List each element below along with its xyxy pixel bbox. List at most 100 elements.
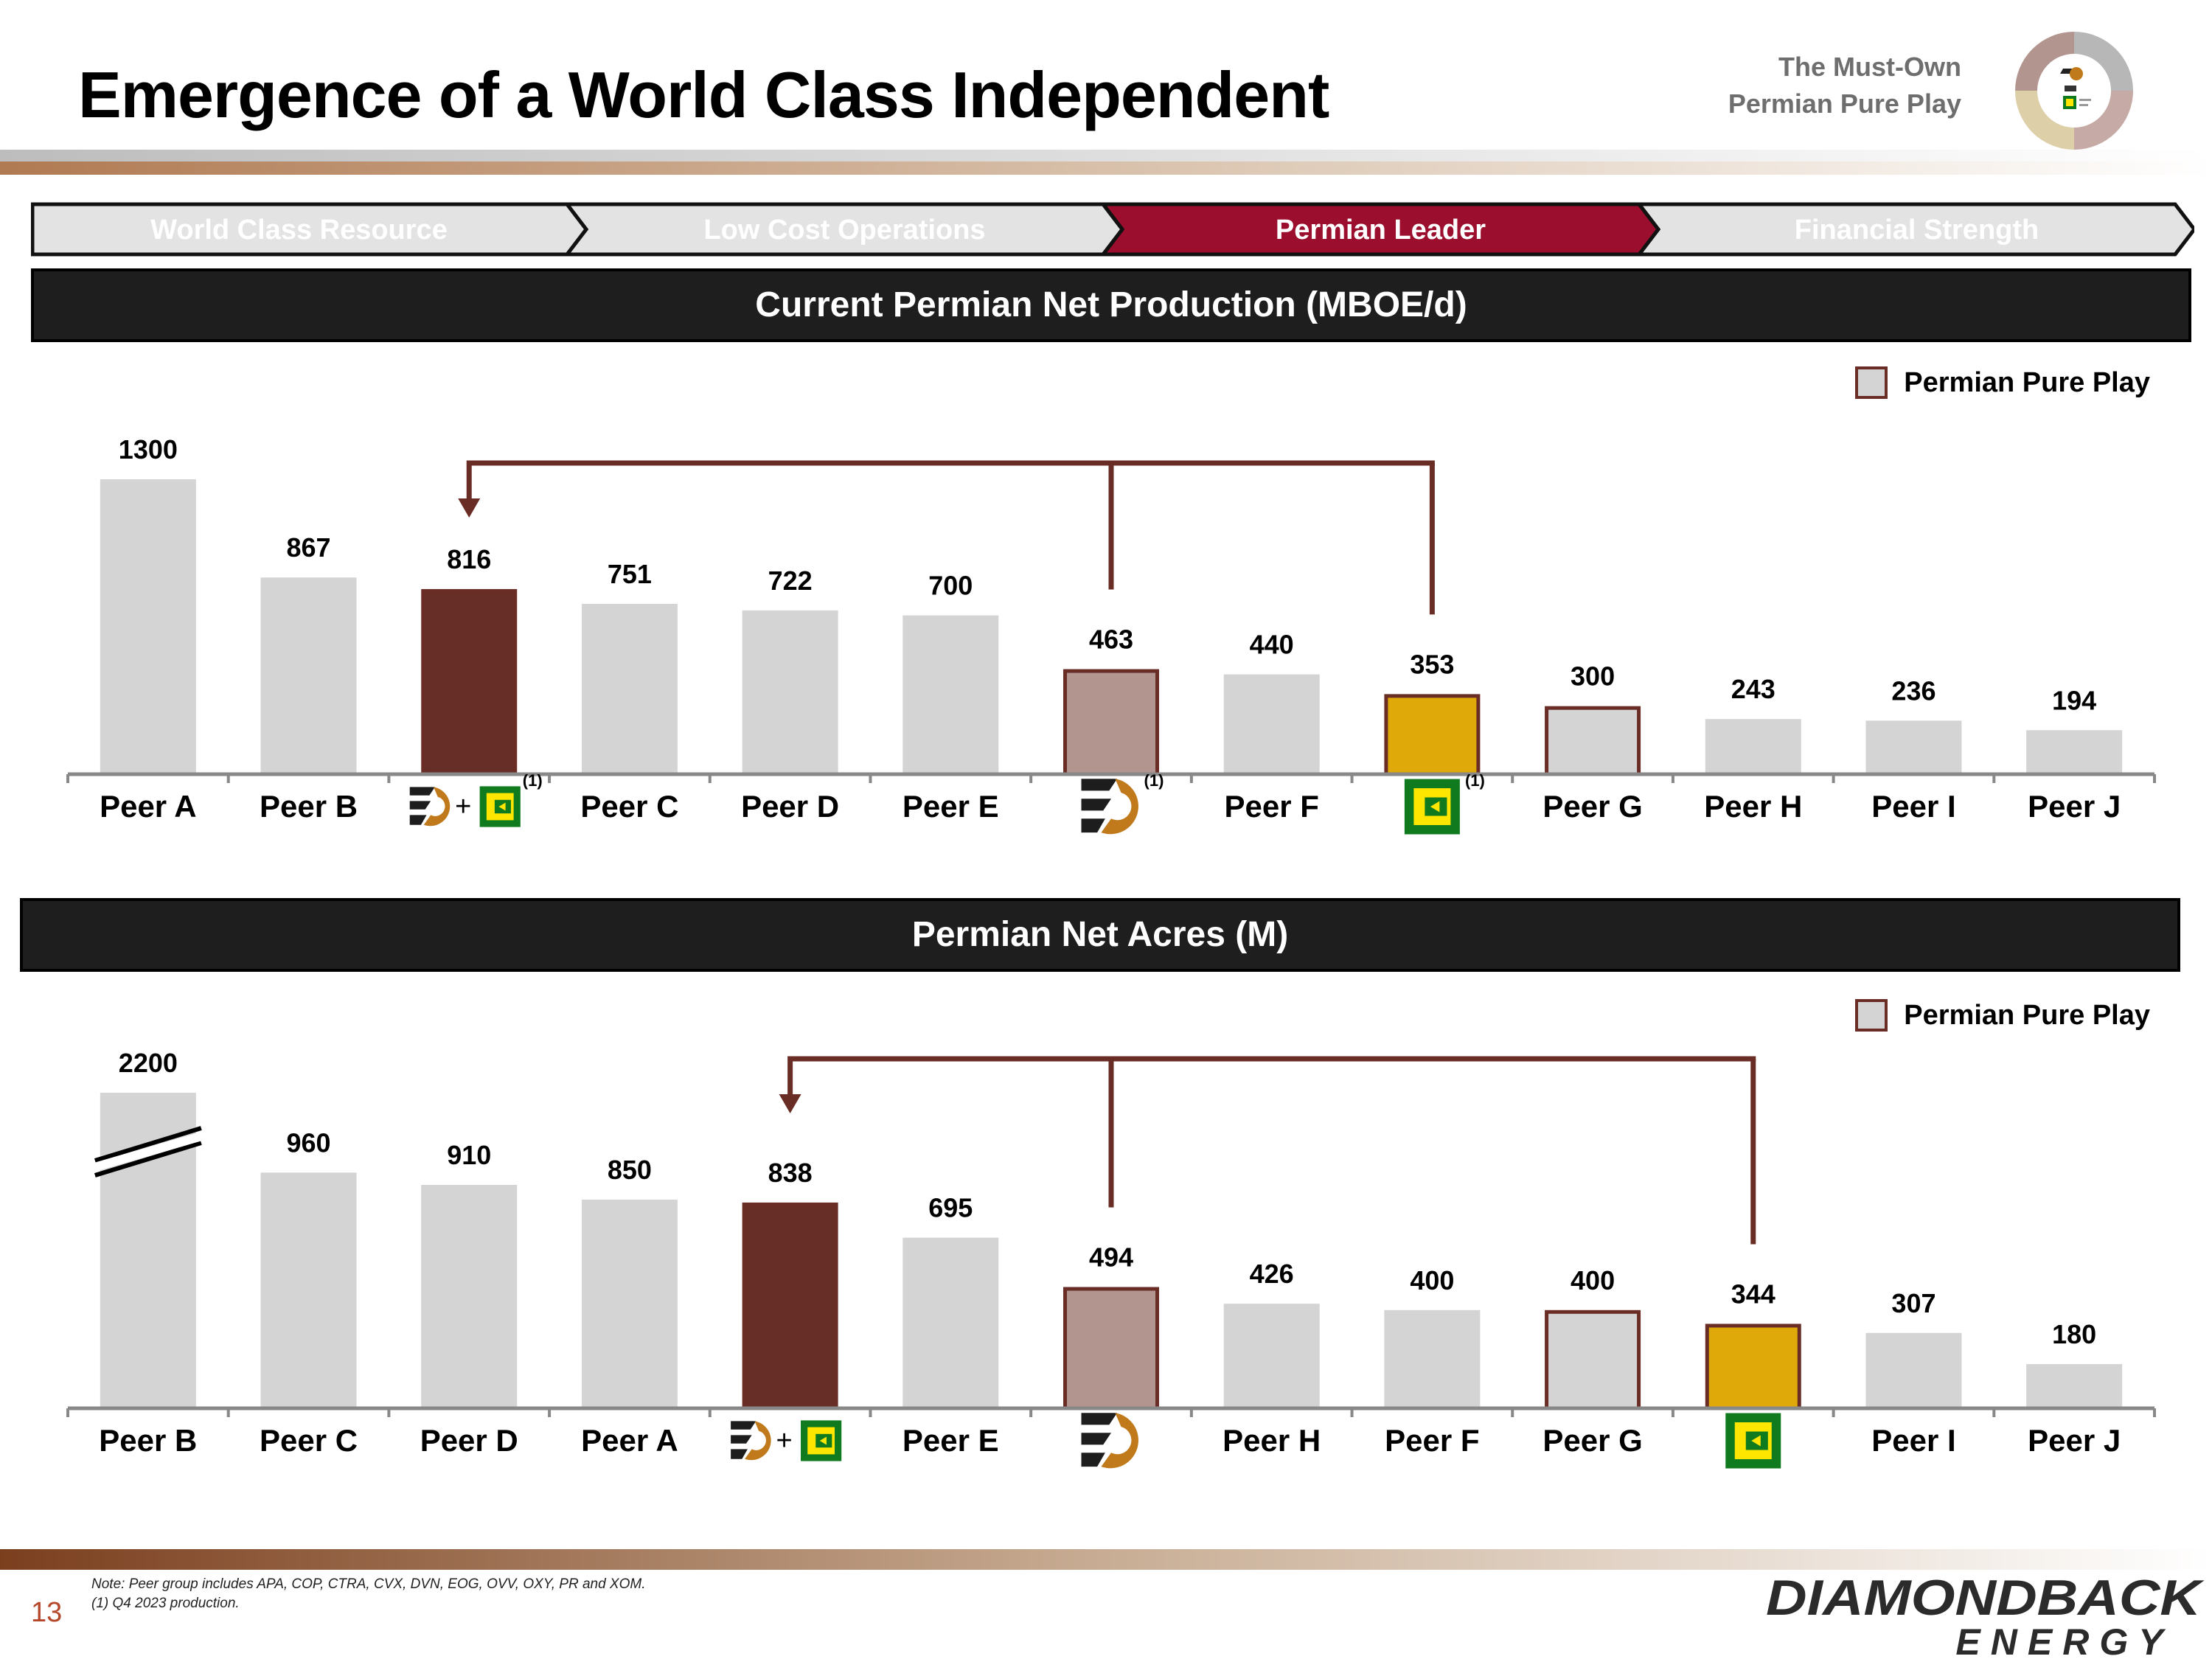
diamondback-energy-logo: DIAMONDBACK ENERGY (1766, 1573, 2205, 1659)
diamondback-icon-shape (731, 1435, 752, 1444)
bar (1705, 719, 1801, 774)
process-nav: World Class Resource Low Cost Operations P… (31, 202, 2194, 257)
acres-legend: Permian Pure Play (1855, 997, 2150, 1034)
endeavor-icon (1404, 779, 1460, 835)
diamondback-icon-shape (423, 787, 451, 827)
endeavor-icon (1725, 1413, 1781, 1469)
diamondback-icon-shape (1101, 1413, 1138, 1469)
bar (2026, 1364, 2123, 1408)
bar-value-label: 400 (1410, 1265, 1454, 1295)
bar (1223, 1304, 1320, 1408)
category-label: Peer C (580, 789, 678, 824)
category-label: Peer A (581, 1423, 678, 1458)
bar (421, 1184, 518, 1408)
bar-value-label: 400 (1571, 1265, 1615, 1295)
bar-value-label: 722 (768, 566, 813, 596)
nav-step-label: Low Cost Operations (703, 215, 985, 246)
category-label: Peer J (2028, 1423, 2121, 1458)
diamondback-icon-shape (409, 815, 427, 825)
category-label: Peer I (1871, 1423, 1955, 1458)
bar (742, 1202, 838, 1411)
production-chart: 1300 867 816 751 722 700 463 440 353 300 243 236 194… (66, 434, 2156, 835)
axis-break-mark (94, 1126, 202, 1163)
bar (581, 603, 678, 774)
bar (1865, 720, 1962, 774)
endeavor-icon-shape (1751, 1435, 1761, 1447)
category-label: Peer I (1871, 789, 1955, 824)
footnote-peer-group: Note: Peer group includes APA, COP, CTRA… (91, 1576, 646, 1592)
bar (902, 615, 999, 774)
diamondback-icon (1081, 1413, 1138, 1469)
bar-value-label: 695 (928, 1193, 973, 1223)
bar-value-label: 344 (1731, 1279, 1775, 1309)
diamondback-icon (1081, 779, 1138, 835)
bar-value-label: 838 (768, 1158, 813, 1188)
category-label: Peer H (1704, 789, 1802, 824)
bar (742, 610, 838, 774)
diamondback-icon-shape (409, 801, 431, 810)
bar (581, 1199, 678, 1408)
bar-value-label: 194 (2052, 685, 2096, 715)
nav-step-1 (31, 202, 589, 257)
bar (1223, 674, 1320, 774)
bar-value-label: 910 (447, 1140, 491, 1170)
bar (1865, 1332, 1962, 1408)
bar (421, 588, 518, 776)
nav-step-label: World Class Resource (150, 215, 448, 246)
bar (260, 577, 357, 774)
acres-chart: 2200 960 910 850 838 695 494 426 400 400 344 307 180… (66, 1048, 2156, 1469)
diamondback-icon-shape (1081, 799, 1111, 811)
bar-value-label: 700 (928, 571, 973, 601)
bar-value-label: 307 (1891, 1288, 1935, 1318)
endeavor-icon-shape (498, 802, 506, 811)
bar (1384, 1310, 1481, 1408)
axis-break-gap (91, 1131, 206, 1172)
bar-value-label: 426 (1250, 1259, 1294, 1289)
tagline: The Must-Own Permian Pure Play (1728, 49, 1961, 122)
category-label: Peer H (1222, 1423, 1321, 1458)
footer-gradient-rule (0, 1549, 2212, 1570)
diamondback-icon-shape (1081, 779, 1118, 791)
diamondback-icon-shape (731, 1449, 748, 1459)
bar (260, 1172, 357, 1408)
diamondback-icon-shape (745, 1421, 771, 1461)
category-label: Peer G (1543, 789, 1642, 824)
tagline-line-2: Permian Pure Play (1728, 88, 1961, 119)
bar-value-label: 751 (608, 559, 652, 589)
bar (100, 479, 196, 774)
bar-value-label: 2200 (119, 1048, 178, 1078)
bar (902, 1237, 999, 1408)
diamondback-icon-shape (1081, 1453, 1105, 1467)
endeavor-icon-shape (1430, 801, 1440, 813)
bar-value-label: 1300 (119, 434, 178, 465)
nav-step-label: Financial Strength (1795, 215, 2039, 246)
diamondback-icon-shape (731, 1421, 757, 1430)
category-label: Peer C (260, 1423, 358, 1458)
endeavor-icon-shape (819, 1436, 827, 1445)
axis-break-mark (94, 1141, 202, 1178)
logo-subtitle: ENERGY (1955, 1621, 2173, 1659)
legend-swatch (1855, 999, 1888, 1032)
diamondback-icon-shape (409, 787, 435, 796)
plus-sign: + (776, 1425, 793, 1456)
category-label: Peer B (99, 1423, 197, 1458)
combine-arrow-head (458, 498, 481, 518)
category-label: Peer D (741, 789, 839, 824)
bar (1063, 669, 1159, 776)
endeavor-icon (479, 786, 521, 827)
footnote-1: (1) Q4 2023 production. (91, 1596, 240, 1611)
bar-value-label: 243 (1731, 674, 1775, 704)
category-label: Peer B (260, 789, 358, 824)
category-label: Peer E (902, 789, 999, 824)
diamondback-icon-shape (1081, 1433, 1111, 1445)
page-title: Emergence of a World Class Independent (78, 58, 1329, 131)
footnotes: Note: Peer group includes APA, COP, CTRA… (91, 1575, 646, 1613)
diamondback-icon-shape (1081, 1413, 1118, 1425)
header-gradient-rule (0, 150, 2212, 175)
footnote-marker: (1) (1144, 771, 1164, 790)
bar-value-label: 960 (286, 1127, 330, 1158)
endeavor-icon (801, 1420, 842, 1461)
combine-arrow-head (779, 1094, 801, 1113)
diamondback-icon-shape (1101, 779, 1138, 835)
footnote-marker: (1) (1465, 771, 1485, 790)
